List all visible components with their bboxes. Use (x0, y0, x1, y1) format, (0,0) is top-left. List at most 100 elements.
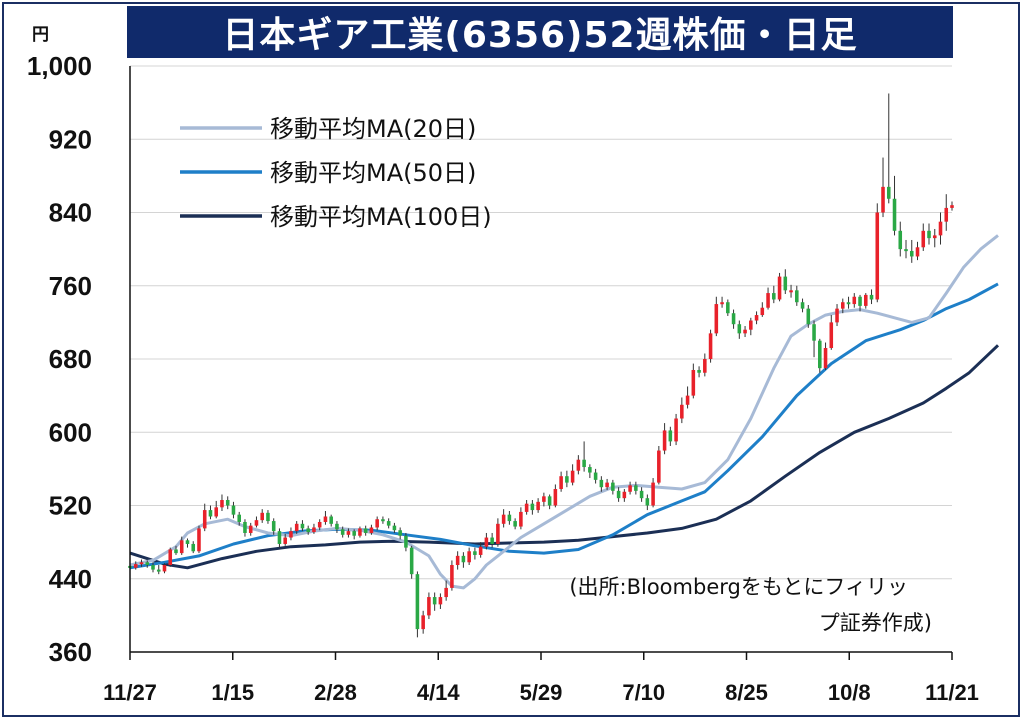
x-tick-label: 11/21 (925, 680, 979, 705)
candle-body (582, 459, 586, 468)
candle-body (369, 527, 374, 533)
candle-body (225, 500, 230, 506)
x-tick-label: 11/27 (103, 680, 157, 705)
candle-body (749, 320, 753, 330)
candle-body (191, 543, 196, 552)
candle-body (950, 205, 954, 208)
candle-body (938, 221, 943, 236)
candle-body (812, 324, 816, 341)
candle-body (921, 230, 926, 248)
candle-body (754, 315, 759, 321)
candle-body (932, 235, 937, 239)
x-tick-label: 1/15 (211, 680, 254, 705)
candle-body (869, 294, 874, 300)
candle-body (875, 212, 880, 300)
candle-body (858, 296, 862, 306)
candle-body (639, 490, 644, 499)
candle-body (944, 207, 949, 222)
candle-body (881, 186, 885, 213)
candle-body (392, 525, 397, 531)
candle-body (593, 472, 598, 480)
legend: 移動平均MA(20日) 移動平均MA(50日) 移動平均MA(100日) (180, 115, 492, 231)
candle-body (766, 293, 770, 308)
candle-body (599, 479, 604, 488)
candle-body (576, 459, 581, 471)
candle-body (720, 302, 724, 305)
y-tick-label: 360 (49, 637, 92, 667)
candle-body (703, 359, 707, 373)
candle-body (772, 293, 776, 300)
candle-body (467, 551, 471, 563)
candle-body (317, 521, 322, 528)
candle-body (611, 482, 615, 491)
candle-body (139, 562, 144, 565)
chart-title: 日本ギア工業(6356)52週株価・日足 (127, 6, 953, 58)
source-line: (出所:Bloombergをもとにフィリッ (569, 575, 908, 599)
ma-line (129, 344, 1000, 570)
x-tick-label: 4/14 (417, 680, 461, 705)
candle-body (588, 467, 592, 473)
y-unit-label: 円 (32, 25, 49, 45)
candle-body (777, 276, 782, 300)
candle-body (300, 523, 305, 529)
x-tick-label: 2/28 (314, 680, 357, 705)
y-tick-label: 840 (49, 198, 92, 228)
candle-body (220, 500, 224, 508)
candle-body (886, 186, 891, 199)
candle-body (863, 294, 868, 306)
candle-body (605, 482, 609, 488)
candle-body (162, 565, 167, 572)
x-tick-label: 5/29 (520, 680, 563, 705)
candle-body (473, 551, 477, 555)
candle-body (323, 516, 328, 522)
candle-body (674, 418, 678, 442)
candle-body (168, 549, 173, 566)
candle-body (507, 514, 512, 522)
candle-body (277, 531, 282, 544)
candle-body (409, 547, 414, 575)
candle-body (662, 430, 667, 451)
candle-body (289, 531, 293, 538)
candle-body (530, 503, 535, 511)
candle-body (237, 514, 241, 522)
candle-body (254, 520, 259, 526)
candle-body (496, 523, 500, 544)
candle-body (731, 313, 736, 325)
candle-body (398, 530, 402, 536)
candle-body (818, 340, 822, 369)
candle-body (294, 523, 299, 532)
candle-body (927, 230, 931, 239)
candle-body (174, 549, 178, 554)
candle-body (346, 531, 351, 535)
candle-body (179, 540, 184, 554)
moving-averages (129, 234, 1000, 590)
candle-body (340, 529, 345, 535)
candle-body (214, 507, 219, 517)
ma-line (129, 282, 999, 570)
candle-body (133, 564, 138, 568)
y-tick-label: 680 (49, 344, 92, 374)
candle-body (835, 308, 839, 323)
candle-body (737, 324, 742, 334)
candle-body (909, 250, 914, 257)
candle-body (570, 470, 575, 483)
candle-body (697, 369, 701, 373)
candle-body (806, 308, 811, 325)
x-tick-label: 8/25 (725, 680, 768, 705)
x-tick-label: 10/8 (828, 680, 871, 705)
y-tick-label: 920 (49, 124, 92, 154)
candle-body (248, 525, 253, 533)
candle-body (553, 489, 558, 506)
candle-body (743, 329, 747, 334)
candle-body (461, 555, 466, 563)
candle-body (438, 597, 443, 605)
candle-body (358, 528, 362, 536)
ma-line (129, 234, 999, 590)
candle-body (789, 290, 793, 293)
candle-body (536, 501, 540, 511)
candle-body (484, 537, 489, 547)
candle-body (657, 450, 661, 483)
